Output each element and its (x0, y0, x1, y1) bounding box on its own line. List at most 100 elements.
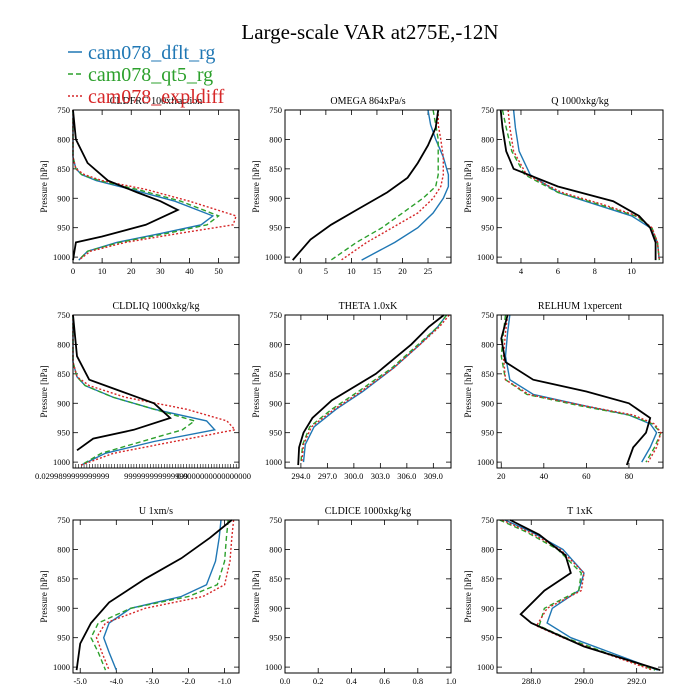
x-tick-label: 0.6 (379, 676, 390, 686)
series-line-qt5 (90, 519, 229, 671)
y-tick-label: 900 (269, 398, 282, 408)
x-tick-label: 0.2 (313, 676, 324, 686)
y-tick-label: 950 (269, 428, 282, 438)
y-tick-label: 800 (269, 544, 282, 554)
panel-7: U 1xm/s Pressure [hPa] 750 800 850 900 950 1000… (39, 506, 240, 686)
y-tick-label: 800 (57, 134, 70, 144)
y-tick-label: 800 (269, 134, 282, 144)
x-tick-label: -4.0 (110, 676, 123, 686)
x-tick-label: 8 (593, 266, 597, 276)
y-tick-label: 750 (481, 105, 494, 115)
y-tick-label: 900 (481, 193, 494, 203)
y-axis-label: Pressure [hPa] (463, 570, 473, 622)
x-tick-label: -1.0 (218, 676, 231, 686)
plot-frame (496, 314, 664, 469)
y-tick-label: 800 (57, 544, 70, 554)
y-tick-label: 750 (269, 105, 282, 115)
y-tick-label: 1000 (477, 662, 494, 672)
y-tick-label: 1000 (265, 252, 282, 262)
plot-frame (72, 109, 240, 264)
series-line-obs (499, 109, 657, 261)
x-tick-label: 0 (298, 266, 302, 276)
y-tick-label: 1000 (265, 662, 282, 672)
y-tick-label: 750 (481, 515, 494, 525)
panel-title: THETA 1.0xK (339, 301, 398, 312)
x-tick-label: 309.0 (424, 471, 443, 481)
x-tick-label: 25 (424, 266, 433, 276)
x-tick-label: -3.0 (146, 676, 159, 686)
y-axis-label: Pressure [hPa] (463, 160, 473, 212)
y-axis-label: Pressure [hPa] (39, 365, 49, 417)
series-line-dflt (102, 519, 222, 671)
x-tick-label: 15 (373, 266, 382, 276)
x-tick-label: 40 (185, 266, 194, 276)
series-line-obs (509, 519, 661, 671)
plot-frame (72, 519, 240, 674)
y-tick-label: 900 (481, 603, 494, 613)
x-tick-label: 1.0 (446, 676, 457, 686)
x-tick-label: 0.0 (280, 676, 291, 686)
x-tick-label: 10 (347, 266, 356, 276)
series-line-expl (340, 110, 444, 261)
y-tick-label: 850 (269, 369, 282, 379)
y-tick-label: 950 (481, 633, 494, 643)
x-tick-label: 4 (519, 266, 524, 276)
series-line-dflt (512, 109, 660, 261)
panel-title: OMEGA 864xPa/s (330, 96, 405, 107)
series-line-obs (75, 519, 233, 671)
y-tick-label: 950 (481, 428, 494, 438)
y-tick-label: 850 (481, 369, 494, 379)
x-tick-label: 292.0 (627, 676, 646, 686)
y-axis-label: Pressure [hPa] (463, 365, 473, 417)
panel-4: CLDLIQ 1000xkg/kg Pressure [hPa] 750 800 850… (35, 301, 251, 481)
y-tick-label: 900 (57, 193, 70, 203)
y-axis-label: Pressure [hPa] (251, 365, 261, 417)
y-tick-label: 850 (481, 164, 494, 174)
series-line-obs (292, 109, 440, 261)
y-tick-label: 750 (269, 310, 282, 320)
x-tick-label: -5.0 (73, 676, 86, 686)
panel-8: CLDICE 1000xkg/kg Pressure [hPa] 750 800 850… (251, 506, 456, 686)
x-tick-label: 300.0 (344, 471, 363, 481)
y-tick-label: 1000 (477, 457, 494, 467)
y-tick-label: 800 (269, 339, 282, 349)
x-tick-label: 10 (98, 266, 107, 276)
x-tick-label: 0.4 (346, 676, 357, 686)
x-tick-label: 20 (127, 266, 136, 276)
plot-frame (284, 314, 452, 469)
series-line-obs (72, 109, 180, 261)
series-line-qt5 (300, 314, 448, 463)
y-tick-label: 850 (57, 574, 70, 584)
panel-title: CLDFRC 100xfraction (110, 96, 203, 107)
y-tick-label: 900 (57, 398, 70, 408)
plot-frame (72, 314, 240, 469)
plot-frame (496, 109, 664, 264)
legend-entry: cam078_qt5_rg (88, 64, 213, 86)
series-line-qt5 (499, 519, 656, 671)
y-tick-label: 1000 (265, 457, 282, 467)
x-tick-label: 80 (625, 471, 634, 481)
x-tick-label: 288.0 (522, 676, 541, 686)
x-tick-label: 20 (497, 471, 506, 481)
y-axis-label: Pressure [hPa] (39, 570, 49, 622)
series-line-expl (72, 110, 237, 261)
x-tick-label: 6 (556, 266, 560, 276)
x-tick-label: 303.0 (371, 471, 390, 481)
y-tick-label: 850 (269, 574, 282, 584)
x-tick-label: 0.0000000000000000 (177, 471, 251, 481)
series-line-qt5 (501, 109, 660, 261)
x-tick-label: 306.0 (397, 471, 416, 481)
x-tick-label: -2.0 (182, 676, 195, 686)
x-tick-label: 999999999999999 (124, 471, 188, 481)
plot-frame (496, 519, 664, 674)
series-line-dflt (361, 109, 450, 261)
x-tick-label: 30 (156, 266, 165, 276)
y-tick-label: 1000 (477, 252, 494, 262)
y-tick-label: 750 (481, 310, 494, 320)
series-line-expl (502, 314, 662, 463)
y-tick-label: 950 (57, 428, 70, 438)
y-tick-label: 800 (57, 339, 70, 349)
series-line-expl (502, 519, 653, 671)
x-tick-label: 50 (214, 266, 223, 276)
